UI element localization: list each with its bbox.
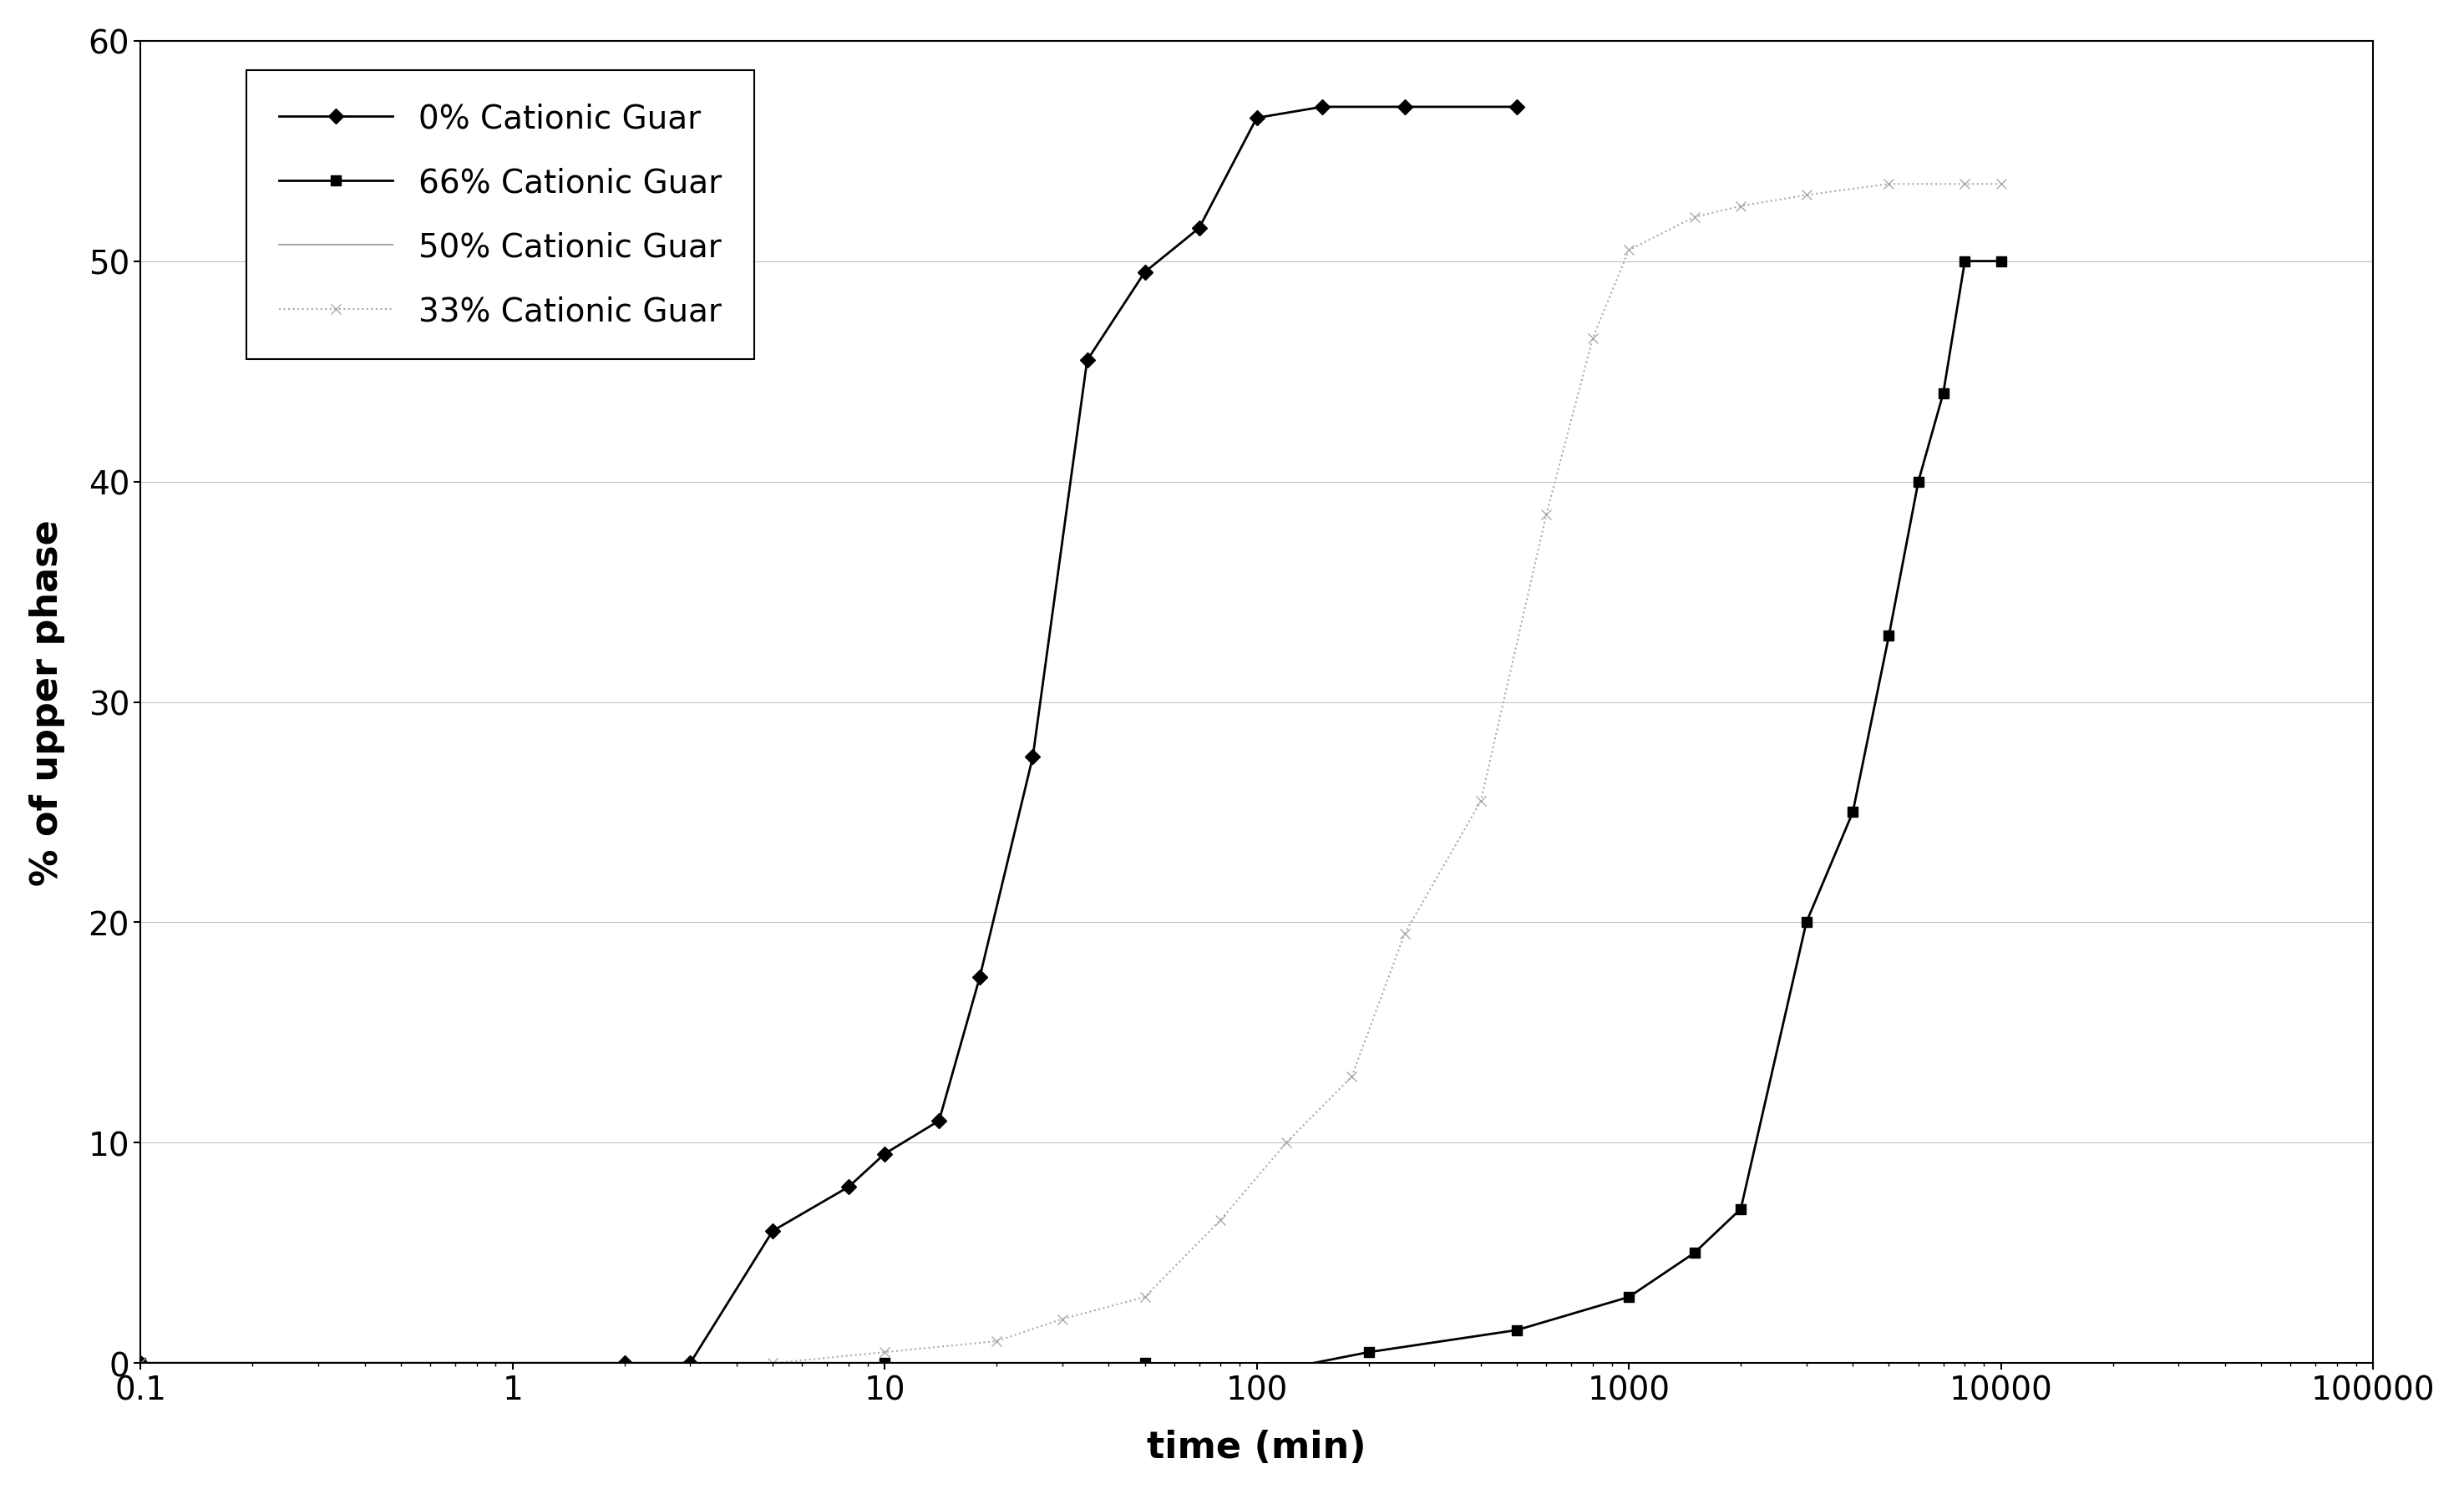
- 33% Cationic Guar: [1205, 1212, 1234, 1230]
- 66% Cationic Guar: [1185, 1366, 1215, 1383]
- 66% Cationic Guar: [1929, 385, 1959, 403]
- 33% Cationic Guar: [1986, 176, 2016, 194]
- 33% Cationic Guar: [1680, 209, 1710, 227]
- 0% Cationic Guar: [1503, 99, 1533, 117]
- 66% Cationic Guar: [1242, 1366, 1271, 1383]
- 0% Cationic Guar: [833, 1179, 862, 1197]
- 33% Cationic Guar: [1875, 176, 1905, 194]
- 66% Cationic Guar: [1986, 252, 2016, 270]
- 66% Cationic Guar: [1875, 627, 1905, 645]
- 33% Cationic Guar: [1725, 197, 1754, 215]
- Line: 66% Cationic Guar: 66% Cationic Guar: [136, 257, 2006, 1379]
- 0% Cationic Guar: [1185, 220, 1215, 238]
- 66% Cationic Guar: [1614, 1288, 1643, 1306]
- Y-axis label: % of upper phase: % of upper phase: [30, 520, 64, 886]
- 33% Cationic Guar: [1614, 242, 1643, 260]
- 0% Cationic Guar: [759, 1222, 788, 1240]
- 66% Cationic Guar: [870, 1354, 899, 1371]
- 33% Cationic Guar: [870, 1343, 899, 1361]
- 33% Cationic Guar: [1047, 1310, 1077, 1328]
- 0% Cationic Guar: [1018, 748, 1047, 766]
- 33% Cationic Guar: [983, 1333, 1013, 1351]
- X-axis label: time (min): time (min): [1148, 1430, 1368, 1466]
- 66% Cationic Guar: [1838, 804, 1868, 822]
- 33% Cationic Guar: [1533, 506, 1562, 524]
- Line: 0% Cationic Guar: 0% Cationic Guar: [136, 103, 1523, 1369]
- 0% Cationic Guar: [611, 1354, 641, 1371]
- 33% Cationic Guar: [1271, 1134, 1301, 1152]
- 66% Cationic Guar: [1131, 1354, 1161, 1371]
- 66% Cationic Guar: [1680, 1245, 1710, 1262]
- 66% Cationic Guar: [1791, 914, 1821, 932]
- 66% Cationic Guar: [1949, 252, 1979, 270]
- 33% Cationic Guar: [1338, 1068, 1368, 1086]
- 66% Cationic Guar: [126, 1354, 155, 1371]
- 33% Cationic Guar: [126, 1354, 155, 1371]
- 0% Cationic Guar: [1308, 99, 1338, 117]
- 0% Cationic Guar: [126, 1354, 155, 1371]
- 66% Cationic Guar: [1905, 474, 1934, 492]
- 33% Cationic Guar: [1577, 330, 1607, 348]
- 33% Cationic Guar: [1390, 925, 1419, 943]
- 33% Cationic Guar: [1791, 187, 1821, 205]
- 66% Cationic Guar: [1503, 1321, 1533, 1339]
- Line: 33% Cationic Guar: 33% Cationic Guar: [136, 179, 2006, 1369]
- 66% Cationic Guar: [1355, 1343, 1385, 1361]
- 0% Cationic Guar: [870, 1144, 899, 1162]
- Legend: 0% Cationic Guar, 66% Cationic Guar, 50% Cationic Guar, 33% Cationic Guar: 0% Cationic Guar, 66% Cationic Guar, 50%…: [246, 70, 754, 360]
- 0% Cationic Guar: [1242, 109, 1271, 127]
- 33% Cationic Guar: [1131, 1288, 1161, 1306]
- 33% Cationic Guar: [1466, 792, 1496, 810]
- 33% Cationic Guar: [1949, 176, 1979, 194]
- 0% Cationic Guar: [924, 1112, 954, 1129]
- 0% Cationic Guar: [1390, 99, 1419, 117]
- 33% Cationic Guar: [759, 1354, 788, 1371]
- 0% Cationic Guar: [1131, 264, 1161, 282]
- 0% Cationic Guar: [966, 968, 995, 986]
- 0% Cationic Guar: [675, 1354, 705, 1371]
- 66% Cationic Guar: [1725, 1200, 1754, 1218]
- 0% Cationic Guar: [1072, 353, 1101, 371]
